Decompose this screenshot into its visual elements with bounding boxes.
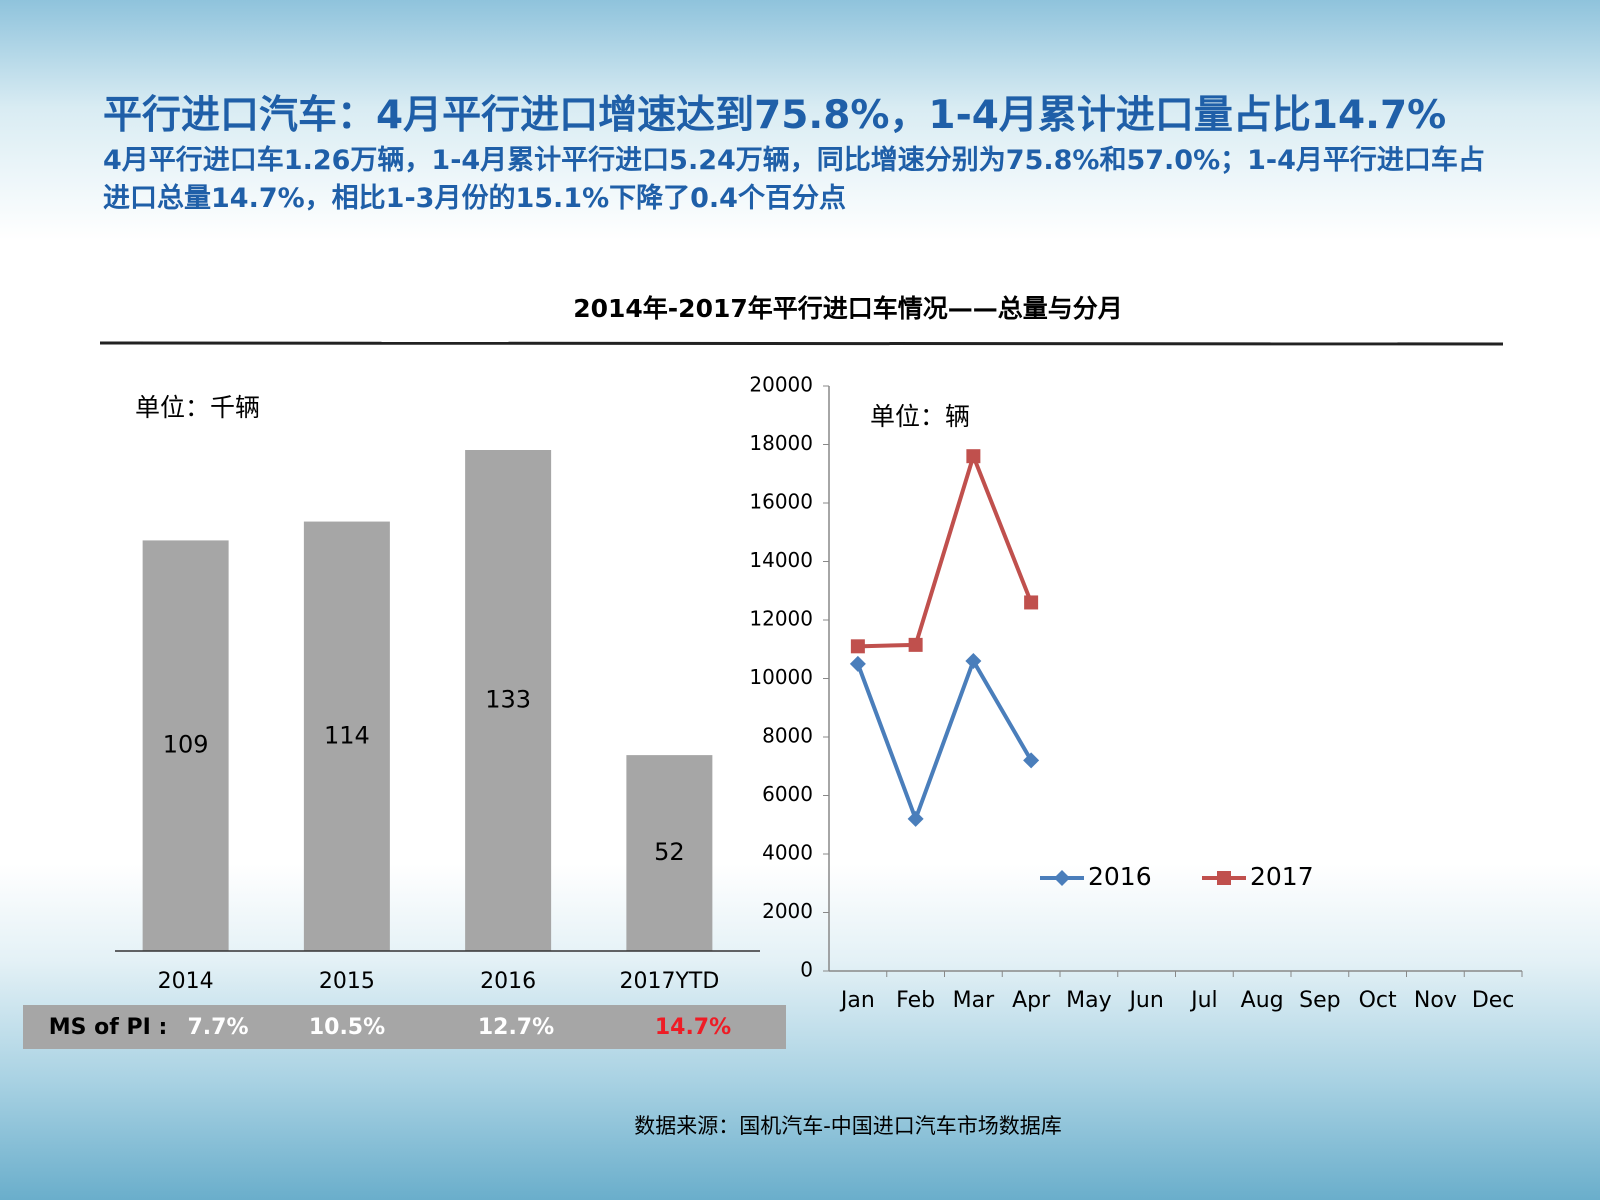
- bar-label: 52: [654, 838, 685, 866]
- marker: [908, 637, 923, 652]
- y-tick-label: 10000: [749, 665, 813, 689]
- x-tick-label: 2017YTD: [619, 969, 719, 994]
- y-tick-label: 0: [800, 958, 813, 982]
- x-tick-label: 2016: [480, 969, 536, 994]
- x-tick-label: Dec: [1472, 988, 1515, 1013]
- marker: [850, 639, 865, 654]
- unit-label: 单位：千辆: [135, 393, 260, 422]
- marker: [1024, 595, 1039, 610]
- unit-label: 单位：辆: [870, 402, 970, 431]
- bar-label: 133: [485, 686, 531, 714]
- x-tick-label: Oct: [1359, 988, 1397, 1013]
- bar: [142, 540, 229, 951]
- x-tick-label: Mar: [953, 988, 995, 1013]
- bar: [626, 755, 713, 951]
- market-share-value: 10.5%: [309, 1015, 385, 1040]
- marker: [965, 652, 982, 669]
- bar: [465, 450, 552, 951]
- bar-label: 114: [324, 721, 370, 749]
- y-tick-label: 2000: [762, 899, 813, 923]
- x-tick-label: May: [1066, 988, 1111, 1013]
- x-tick-label: Nov: [1414, 988, 1457, 1013]
- marker: [1054, 870, 1070, 886]
- legend-label: 2017: [1250, 862, 1314, 891]
- x-tick-label: Feb: [896, 988, 935, 1013]
- bar-label: 109: [163, 731, 209, 759]
- subtitle: 4月平行进口车1.26万辆，1-4月累计平行进口5.24万辆，同比增速分别为75…: [103, 145, 1485, 214]
- x-tick-label: 2015: [319, 969, 375, 994]
- line: [857, 450, 1033, 649]
- y-tick-label: 16000: [749, 490, 813, 514]
- divider: [99, 341, 1504, 346]
- x-tick-label: Jun: [1127, 988, 1163, 1013]
- y-tick-label: 20000: [749, 373, 813, 397]
- y-tick-label: 6000: [762, 782, 813, 806]
- market-share-value: 12.7%: [478, 1015, 554, 1040]
- title: 平行进口汽车：4月平行进口增速达到75.8%，1-4月累计进口量占比14.7%: [103, 93, 1447, 138]
- x-tick-label: Apr: [1012, 988, 1051, 1013]
- y-tick-label: 14000: [749, 548, 813, 572]
- marker: [1023, 752, 1040, 769]
- market-share-value: 14.7%: [655, 1015, 731, 1040]
- y-tick-label: 8000: [762, 724, 813, 748]
- y-tick-label: 12000: [749, 607, 813, 631]
- source: 数据来源：国机汽车-中国进口汽车市场数据库: [634, 1114, 1062, 1138]
- bar: [303, 521, 390, 951]
- legend-label: 2016: [1088, 862, 1152, 891]
- x-tick-label: 2014: [158, 969, 214, 994]
- x-tick-label: Jul: [1189, 988, 1218, 1013]
- y-tick-label: 4000: [762, 841, 813, 865]
- x-tick-label: Sep: [1299, 988, 1340, 1013]
- market-share-label: MS of PI :: [49, 1015, 168, 1040]
- marker: [966, 449, 981, 464]
- market-share-row: [23, 1005, 786, 1049]
- x-tick-label: Aug: [1241, 988, 1284, 1013]
- line: [856, 656, 1033, 825]
- section-title: 2014年-2017年平行进口车情况——总量与分月: [573, 294, 1123, 323]
- marker: [1217, 871, 1231, 885]
- y-tick-label: 18000: [749, 431, 813, 455]
- x-tick-label: Jan: [839, 988, 875, 1013]
- market-share-value: 7.7%: [187, 1015, 248, 1040]
- marker: [907, 810, 924, 827]
- marker: [849, 655, 866, 672]
